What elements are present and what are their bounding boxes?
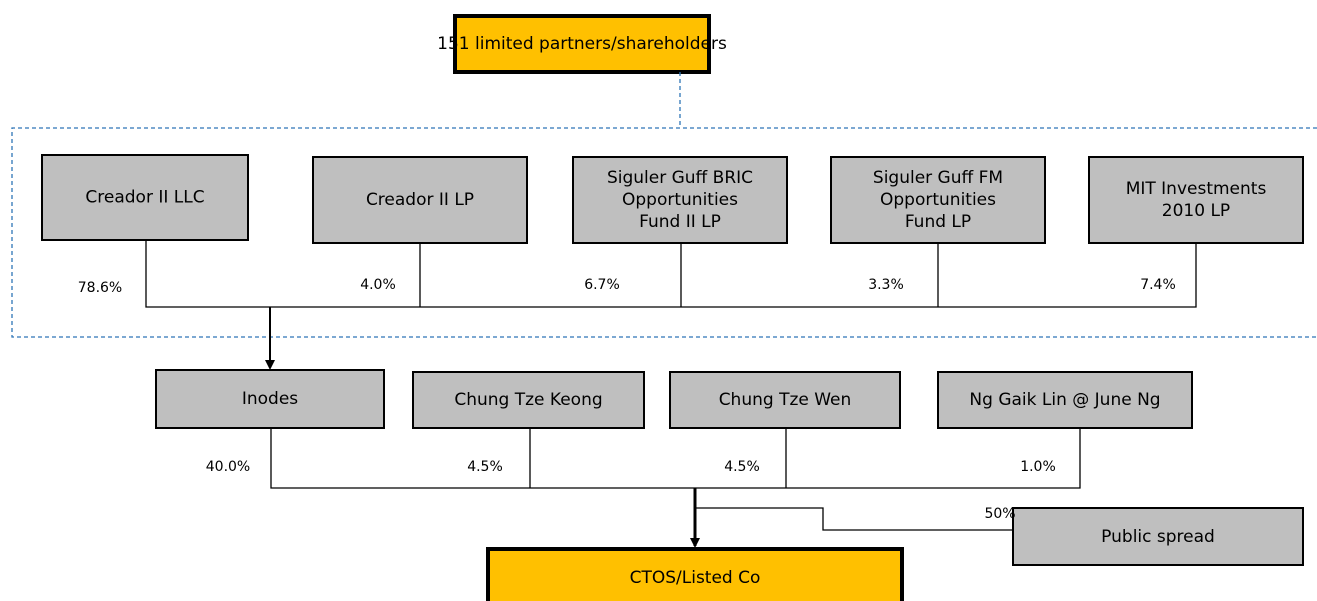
holder-share: 40.0% (206, 459, 250, 475)
top-box (453, 14, 711, 74)
fund-label-line: Fund LP (905, 212, 971, 232)
holder-label: Inodes (242, 389, 298, 409)
fund-box (312, 156, 528, 244)
holder-box (937, 371, 1193, 429)
fund-label: Creador II LP (366, 190, 474, 210)
fund-share: 4.0% (360, 277, 396, 293)
public-label: Public spread (1101, 527, 1215, 547)
target-box (486, 547, 904, 601)
holder-share: 1.0% (1020, 459, 1056, 475)
holder-share: 4.5% (467, 459, 503, 475)
fund-label-line: Opportunities (622, 190, 738, 210)
fund-share: 3.3% (868, 277, 904, 293)
holder-label: Chung Tze Keong (454, 390, 602, 410)
fund-box (830, 156, 1046, 244)
public-share: 50% (984, 506, 1015, 522)
fund-box (572, 156, 788, 244)
holder-box (412, 371, 645, 429)
fund-share: 78.6% (78, 280, 122, 296)
fund-label-line: Siguler Guff BRIC (607, 168, 753, 188)
fund-share: 7.4% (1140, 277, 1176, 293)
public-box (1012, 507, 1304, 566)
fund-label-line: 2010 LP (1162, 201, 1230, 221)
funds: Creador II LLC 78.6% Creador II LP 4.0% Sigu… (41, 154, 1304, 296)
public-connector (695, 507, 1013, 531)
holder-connectors (270, 428, 1081, 489)
holder-label: Ng Gaik Lin @ June Ng (969, 390, 1160, 410)
target-label: CTOS/Listed Co (630, 568, 761, 588)
holder-label: Chung Tze Wen (719, 390, 852, 410)
fund-label-line: MIT Investments (1126, 179, 1267, 199)
fund-box (1088, 156, 1304, 244)
fund-group-border (11, 72, 1317, 338)
fund-connectors (145, 240, 1197, 308)
holder-share: 4.5% (724, 459, 760, 475)
fund-label-line: Fund II LP (639, 212, 721, 232)
fund-share: 6.7% (584, 277, 620, 293)
holders: Inodes 40.0% Chung Tze Keong 4.5% Chung Tze … (155, 369, 1193, 475)
holder-box (155, 369, 385, 429)
top-label: 151 limited partners/shareholders (437, 34, 727, 54)
fund-label: Creador II LLC (85, 188, 204, 208)
fund-box (41, 154, 249, 241)
holder-box (669, 371, 901, 429)
fund-label-line: Opportunities (880, 190, 996, 210)
fund-label-line: Siguler Guff FM (873, 168, 1003, 188)
